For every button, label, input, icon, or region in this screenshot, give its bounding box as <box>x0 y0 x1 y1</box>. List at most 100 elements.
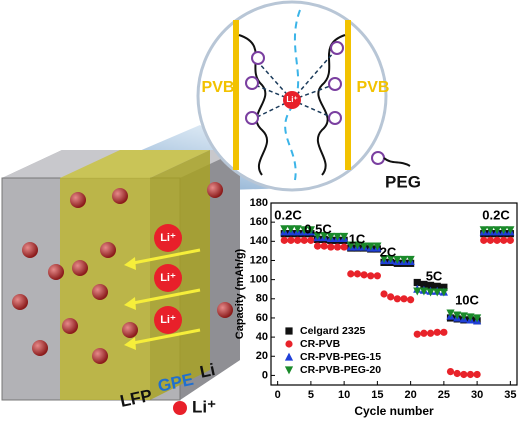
data-point <box>360 271 368 279</box>
data-point <box>420 329 428 337</box>
data-point <box>306 226 315 235</box>
data-point <box>440 283 448 291</box>
data-point <box>419 287 429 296</box>
data-point <box>433 288 442 297</box>
y-tick-label: 180 <box>250 197 268 209</box>
x-axis-label: Cycle number <box>354 404 434 418</box>
zoom-circle: Li⁺ PVB PVB <box>196 0 390 192</box>
data-point <box>506 226 515 235</box>
peg-legend-icon <box>371 151 385 165</box>
data-point <box>320 242 328 250</box>
data-point <box>333 243 342 251</box>
y-tick-label: 0 <box>262 369 268 381</box>
li-label: Li <box>198 360 217 382</box>
pvb-label: PVB <box>357 79 390 96</box>
data-point <box>439 288 448 297</box>
data-point <box>440 328 448 336</box>
rate-annotation: 0.5C <box>304 221 332 236</box>
center-ion-label: Li⁺ <box>286 95 297 104</box>
data-point <box>380 290 388 298</box>
data-point <box>433 328 441 336</box>
data-point <box>327 243 335 251</box>
x-tick-label: 5 <box>308 389 314 401</box>
x-tick-label: 30 <box>471 389 483 401</box>
y-tick-label: 100 <box>250 274 268 286</box>
data-point <box>293 225 302 234</box>
y-tick-label: 160 <box>250 216 268 228</box>
data-point <box>313 242 322 250</box>
legend-marker <box>285 340 293 348</box>
rate-annotation: 0.2C <box>482 207 510 222</box>
pvb-label: PVB <box>202 79 235 96</box>
data-point <box>300 226 309 235</box>
y-tick-label: 20 <box>256 350 268 362</box>
data-point <box>359 242 369 251</box>
data-point <box>433 282 441 290</box>
data-point <box>506 236 514 244</box>
data-point <box>280 225 289 234</box>
data-point <box>500 236 508 244</box>
ion-label: Li⁺ <box>160 272 176 284</box>
y-tick-label: 80 <box>256 293 268 305</box>
y-tick-label: 40 <box>256 331 268 343</box>
data-point <box>340 243 348 251</box>
legend-label: CR-PVB-PEG-20 <box>300 364 381 376</box>
legend-marker <box>284 366 294 375</box>
y-tick-label: 60 <box>256 312 268 324</box>
data-point <box>426 281 435 289</box>
x-tick-label: 25 <box>438 389 450 401</box>
y-tick-label: 140 <box>250 235 268 247</box>
data-point <box>300 236 308 244</box>
data-point <box>347 270 355 278</box>
y-axis-label: Capacity (mAh/g) <box>234 248 246 339</box>
data-point <box>326 232 335 241</box>
data-point <box>492 226 502 235</box>
legend-label: CR-PVB-PEG-15 <box>300 351 381 363</box>
data-point <box>353 241 362 250</box>
chart: 0 20 40 60 80 100 120 140 160 180 0 5 10 15 20 25 30 35 Cy… <box>234 197 518 418</box>
data-point <box>466 370 475 379</box>
data-point <box>499 226 508 235</box>
data-point <box>286 225 296 234</box>
x-tick-label: 20 <box>404 389 416 401</box>
data-point <box>287 236 295 244</box>
x-tick-label: 15 <box>371 389 383 401</box>
data-point <box>413 287 422 296</box>
data-point <box>399 255 409 264</box>
y-tick-label: 120 <box>250 254 268 266</box>
data-point <box>473 314 482 323</box>
data-point <box>393 295 401 303</box>
data-point <box>407 296 415 304</box>
data-point <box>387 293 395 301</box>
data-point <box>366 242 375 251</box>
data-point <box>453 311 462 320</box>
data-point <box>406 255 415 264</box>
x-tick-label: 35 <box>504 389 516 401</box>
rate-annotation: 10C <box>455 292 479 307</box>
data-point <box>493 236 501 244</box>
data-point <box>459 312 468 321</box>
peg-legend-icon <box>383 157 411 167</box>
data-point <box>480 236 488 244</box>
data-point <box>293 236 302 244</box>
data-point <box>466 313 475 322</box>
legend-marker <box>285 327 293 335</box>
ion-legend-label: Li⁺ <box>192 397 216 416</box>
data-point <box>340 232 349 241</box>
data-point <box>333 232 342 241</box>
data-point <box>420 280 428 289</box>
data-point <box>486 236 495 244</box>
peg-label: PEG <box>385 172 421 191</box>
rate-annotation: 1C <box>349 231 366 246</box>
data-point <box>479 226 488 235</box>
legend-marker <box>284 352 294 361</box>
x-tick-label: 10 <box>338 389 350 401</box>
data-point <box>307 236 315 244</box>
data-point <box>367 272 375 280</box>
data-point <box>393 255 402 264</box>
data-point <box>320 231 329 240</box>
ion-label: Li⁺ <box>160 232 176 244</box>
legend-label: CR-PVB <box>300 338 341 350</box>
data-point <box>373 272 381 280</box>
